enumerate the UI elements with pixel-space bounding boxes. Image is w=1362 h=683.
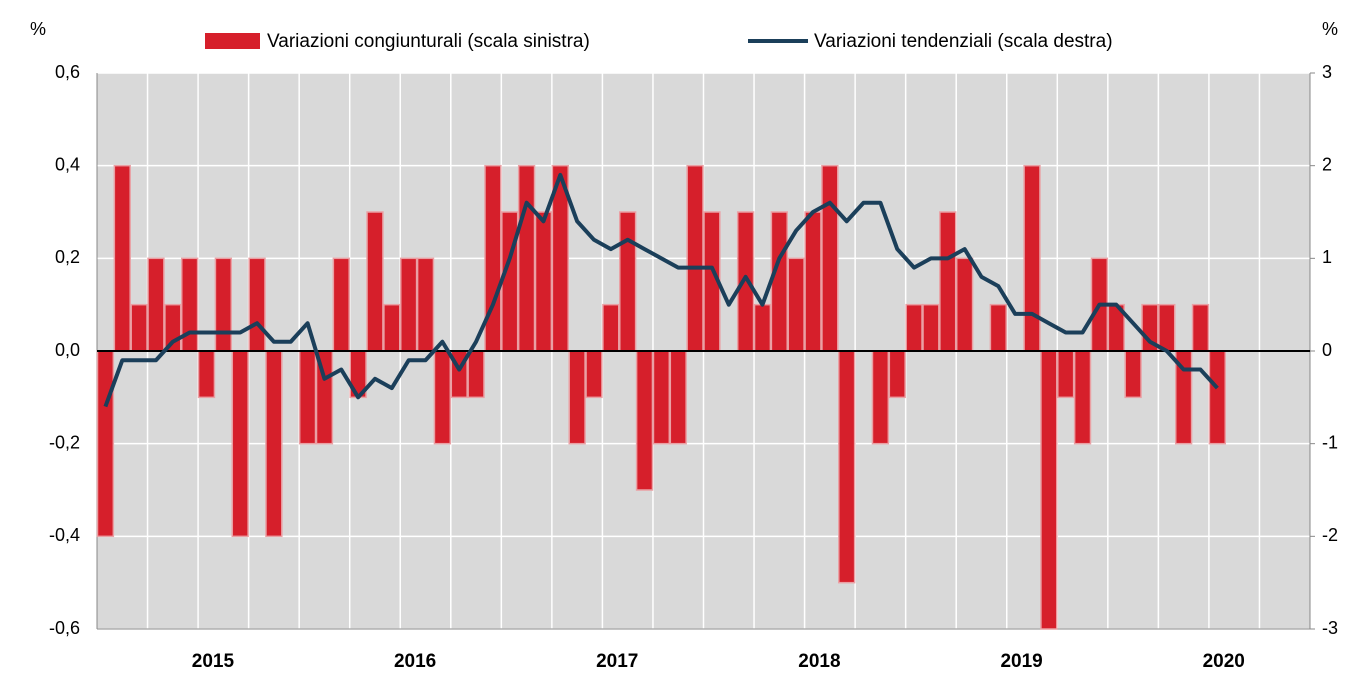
bar	[905, 303, 923, 352]
y-unit: %	[30, 19, 46, 39]
y2-tick-label: 2	[1322, 154, 1332, 174]
y-tick-label: -0,2	[49, 432, 80, 452]
x-tick-label: 2015	[192, 651, 235, 672]
bar	[517, 164, 536, 352]
bar	[635, 350, 654, 491]
bar	[366, 211, 384, 352]
bar	[383, 303, 401, 352]
bar	[804, 211, 822, 352]
bar	[147, 257, 165, 352]
x-tick-label: 2018	[798, 651, 840, 672]
bar	[231, 350, 249, 538]
bar	[197, 350, 216, 399]
bar	[501, 211, 519, 352]
bar	[568, 350, 586, 445]
y2-tick-label: 0	[1322, 340, 1332, 360]
bar	[214, 257, 233, 352]
legend-label: Variazioni congiunturali (scala sinistra…	[267, 31, 590, 52]
bar	[298, 350, 317, 445]
bar	[838, 350, 856, 584]
bar	[1040, 350, 1058, 630]
bar	[130, 303, 148, 352]
bar	[248, 257, 266, 352]
bar	[1191, 303, 1210, 352]
bar	[686, 164, 704, 352]
x-tick-label: 2016	[394, 651, 436, 672]
bar	[484, 164, 502, 352]
x-tick-label: 2020	[1203, 651, 1245, 672]
x-tick-label: 2017	[596, 651, 638, 672]
bar	[787, 257, 805, 352]
bar	[400, 257, 418, 352]
bar	[939, 211, 957, 352]
bar	[602, 303, 620, 352]
legend-swatch	[205, 33, 260, 49]
y-tick-label: -0,4	[49, 525, 80, 545]
bar	[619, 211, 637, 352]
bar	[753, 303, 772, 352]
bar	[770, 211, 788, 352]
y-tick-label: 0,4	[55, 154, 80, 174]
bar	[332, 257, 350, 352]
bar	[989, 303, 1007, 352]
y-tick-label: 0,6	[55, 62, 80, 82]
bar	[1208, 350, 1227, 445]
bar	[955, 257, 974, 352]
bar	[821, 164, 839, 352]
y2-tick-label: -1	[1322, 432, 1338, 452]
bar	[1124, 350, 1142, 399]
bar	[669, 350, 687, 445]
bar	[433, 350, 452, 445]
y2-unit: %	[1322, 19, 1338, 39]
line	[103, 172, 1219, 408]
y-tick-label: 0,2	[55, 247, 80, 267]
bar	[922, 303, 940, 352]
y-tick-label: -0,6	[49, 618, 80, 638]
y2-tick-label: -2	[1322, 525, 1338, 545]
bar	[1057, 350, 1075, 399]
y2-tick-label: 1	[1322, 247, 1332, 267]
bar	[265, 350, 283, 538]
bar	[416, 257, 435, 352]
bar	[1023, 164, 1041, 352]
bar	[113, 164, 131, 352]
bar	[585, 350, 603, 399]
bar	[96, 350, 115, 538]
bar	[652, 350, 671, 445]
bar	[467, 350, 485, 399]
bar	[736, 211, 755, 352]
bar	[888, 350, 906, 399]
bar	[1158, 303, 1176, 352]
y2-tick-label: 3	[1322, 62, 1332, 82]
legend-label: Variazioni tendenziali (scala destra)	[814, 31, 1113, 52]
x-tick-label: 2019	[1000, 651, 1042, 672]
bar	[534, 211, 553, 352]
bar	[871, 350, 890, 445]
bar	[1073, 350, 1092, 445]
y-tick-label: 0,0	[55, 340, 80, 360]
y2-tick-label: -3	[1322, 618, 1338, 638]
